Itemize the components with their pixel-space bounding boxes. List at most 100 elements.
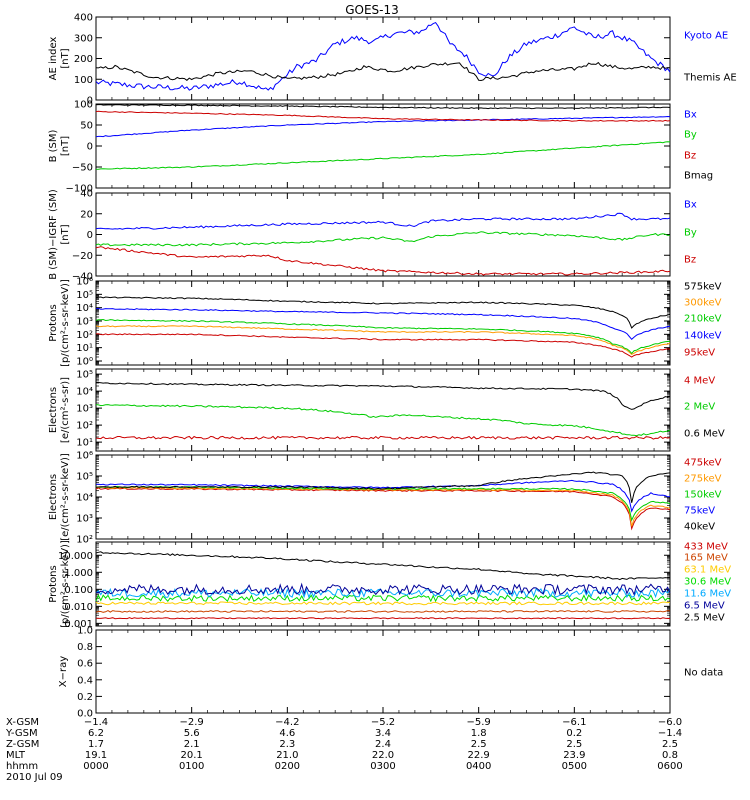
- series-electrons_lo-75kev: [95, 479, 671, 513]
- series-ae-kyoto-ae: [95, 21, 671, 91]
- series-protons-210kev: [95, 318, 671, 355]
- ephemeris-table: X-GSM −1.4 −2.9 −4.2 −5.2 −5.9 −6.1 −6.0 Y-GSM 6.…: [5, 717, 683, 783]
- y-tick-label: 10²: [76, 330, 93, 341]
- series-electrons_lo-475kev: [95, 487, 671, 531]
- legend-entry: By: [684, 228, 697, 239]
- ephemeris-value: 0400: [466, 761, 491, 772]
- y-tick-label: 0: [87, 96, 93, 107]
- y-tick-label: 20: [80, 209, 93, 220]
- legend-entry: 165 MeV: [684, 553, 728, 564]
- ephemeris-row-label: hhmm: [6, 761, 38, 772]
- legend-entry: 0.6 MeV: [684, 429, 725, 440]
- series-bigrf-by: [95, 231, 671, 247]
- legend-entry: 30.6 MeV: [684, 577, 731, 588]
- y-tick-label: 10⁴: [76, 303, 93, 314]
- legend-entry: 210keV: [684, 314, 722, 325]
- y-tick-label: 0.8: [77, 642, 93, 653]
- series-protons-575kev: [95, 296, 671, 329]
- series-protons_hi-2-5-mev: [95, 551, 671, 581]
- y-axis-unit: [e/(cm²-s-sr-keV)]: [60, 453, 71, 541]
- ephemeris-value: −6.1: [562, 717, 586, 728]
- panel-protons_hi: 0.001 0.010 0.100 1.000 10.000 Protons [p/(cm²…: [48, 540, 731, 630]
- ephemeris-row-label: MLT: [6, 750, 26, 761]
- series-electrons_hi-4-mev: [95, 435, 671, 440]
- y-axis-label: B (SM)−IGRF (SM): [48, 189, 59, 280]
- y-tick-label: 10⁴: [76, 387, 93, 398]
- legend-entry: 300keV: [684, 298, 722, 309]
- panel-frame: [95, 280, 671, 366]
- series-electrons_lo-275kev: [95, 486, 671, 527]
- ephemeris-row-label: Z-GSM: [6, 739, 39, 750]
- series-bsm-by: [95, 141, 671, 170]
- legend-entry: Themis AE: [683, 73, 737, 84]
- ephemeris-value: 6.2: [88, 728, 104, 739]
- series-electrons_hi-0-6-mev: [96, 382, 671, 410]
- ephemeris-value: 0100: [179, 761, 204, 772]
- legend-entry: 150keV: [684, 490, 722, 501]
- ephemeris-value: 23.9: [563, 750, 585, 761]
- ephemeris-value: 0300: [370, 761, 395, 772]
- panel-ae: 0 100 200 300 400 AE index [nT] Kyoto AE Themis …: [48, 13, 737, 107]
- panel-frame: [95, 454, 671, 540]
- ephemeris-value: −5.9: [467, 717, 491, 728]
- series-bsm-bx: [95, 115, 671, 138]
- legend-entry: 11.6 MeV: [684, 589, 731, 600]
- y-axis-unit: [nT]: [60, 224, 71, 244]
- ephemeris-value: 19.1: [85, 750, 107, 761]
- ephemeris-value: −1.4: [658, 728, 682, 739]
- ephemeris-date: 2010 Jul 09: [6, 772, 63, 783]
- y-tick-label: 100: [74, 100, 93, 111]
- y-axis-label: AE index: [48, 37, 59, 81]
- y-tick-label: 10⁵: [76, 370, 93, 381]
- legend-entry: 75keV: [684, 506, 715, 517]
- panel-frame: [95, 103, 671, 189]
- series-protons_hi-30-6-mev: [95, 594, 671, 603]
- y-tick-label: 0.6: [77, 659, 93, 670]
- y-tick-label: 0.4: [77, 675, 93, 686]
- y-tick-label: 50: [80, 121, 93, 132]
- legend-entry: 6.5 MeV: [684, 601, 725, 612]
- ephemeris-value: 0500: [562, 761, 587, 772]
- legend-entry: 63.1 MeV: [684, 565, 731, 576]
- y-tick-label: 10³: [76, 316, 93, 327]
- y-axis-label: Electrons: [48, 387, 59, 433]
- ephemeris-row-label: Y-GSM: [5, 728, 38, 739]
- y-tick-label: 10⁶: [76, 277, 93, 288]
- ephemeris-value: 1.7: [88, 739, 104, 750]
- y-axis-label: X−ray: [58, 656, 69, 687]
- y-axis-unit: [p/(cm²-s-sr-keV)]: [60, 540, 71, 628]
- y-tick-label: 0.001: [64, 619, 93, 630]
- legend-entry: 140keV: [684, 331, 722, 342]
- y-tick-label: 10.000: [58, 551, 93, 562]
- ephemeris-row-label: X-GSM: [6, 717, 39, 728]
- y-axis-label: B (SM): [48, 129, 59, 162]
- series-protons-140kev: [95, 307, 671, 341]
- ephemeris-value: −4.2: [275, 717, 299, 728]
- legend-entry: By: [684, 130, 697, 141]
- y-tick-label: 10⁶: [76, 451, 93, 462]
- ephemeris-value: 22.0: [372, 750, 394, 761]
- legend-entry: Bz: [684, 151, 696, 162]
- y-tick-label: 10³: [76, 514, 93, 525]
- y-tick-label: 200: [74, 54, 93, 65]
- legend-entry: 475keV: [684, 458, 722, 469]
- series-protons_hi-6-5-mev: [95, 582, 671, 596]
- ephemeris-value: −1.4: [84, 717, 108, 728]
- ephemeris-value: −2.9: [180, 717, 204, 728]
- no-data-label: No data: [684, 668, 723, 679]
- ephemeris-value: −5.2: [371, 717, 395, 728]
- y-axis-unit: [nT]: [60, 48, 71, 68]
- panel-bsm: −100 −50 0 50 100 B (SM) [nT] Bx By Bz Bmag: [48, 100, 713, 195]
- y-tick-label: 10¹: [76, 343, 93, 354]
- y-tick-label: 10⁰: [76, 356, 93, 367]
- panel-protons: 10⁰ 10¹ 10² 10³ 10⁴ 10⁵ 10⁶ Protons [p/(cm²-s-sr…: [48, 277, 722, 368]
- legend-entry: Bx: [684, 200, 697, 211]
- panel-frame: [95, 16, 671, 101]
- y-tick-label: 0: [87, 142, 93, 153]
- series-electrons_hi-2-mev: [95, 404, 671, 437]
- series-bigrf-bx: [95, 212, 671, 230]
- y-tick-label: 10³: [76, 404, 93, 415]
- y-tick-label: −50: [72, 163, 93, 174]
- y-tick-label: 10²: [76, 421, 93, 432]
- legend-entry: 40keV: [684, 522, 715, 533]
